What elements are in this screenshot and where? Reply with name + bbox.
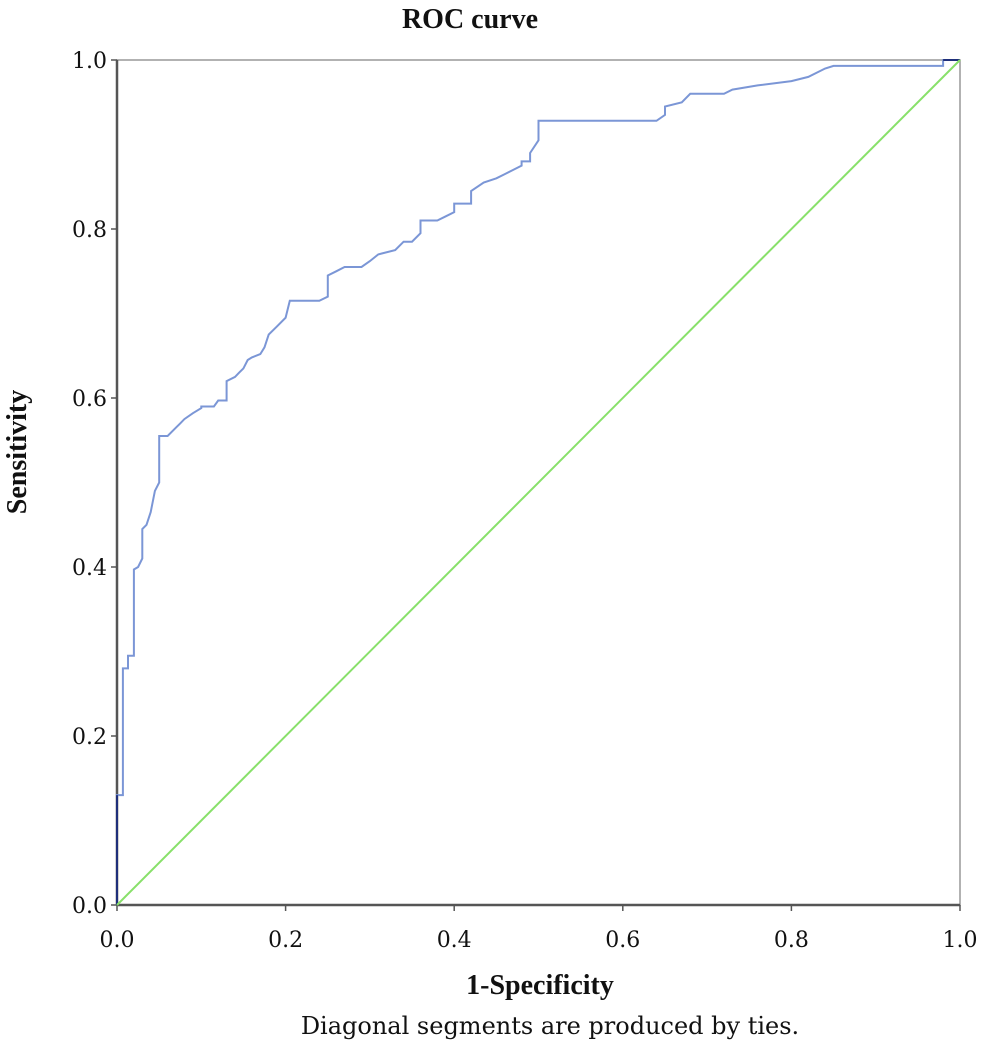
- x-axis-ticks: 0.0 0.2 0.4 0.6 0.8 1.0: [100, 905, 978, 953]
- y-axis-ticks: 0.0 0.2 0.4 0.6 0.8 1.0: [72, 49, 117, 919]
- y-axis-title: Sensitivity: [2, 390, 33, 514]
- y-tick-label: 1.0: [72, 49, 107, 74]
- reference-diagonal-line: [116, 59, 961, 906]
- x-tick-label: 0.4: [437, 928, 472, 953]
- x-tick-label: 1.0: [943, 928, 978, 953]
- x-tick-label: 0.6: [605, 928, 640, 953]
- y-tick-label: 0.8: [72, 218, 107, 243]
- series-layer: [116, 59, 961, 906]
- chart-footnote: Diagonal segments are produced by ties.: [301, 1012, 799, 1040]
- x-tick-label: 0.8: [774, 928, 809, 953]
- y-tick-label: 0.4: [72, 556, 107, 581]
- x-tick-label: 0.0: [100, 928, 135, 953]
- plot-frame: [115, 59, 961, 907]
- x-tick-label: 0.2: [268, 928, 303, 953]
- y-tick-label: 0.0: [72, 894, 107, 919]
- y-tick-label: 0.6: [72, 387, 107, 412]
- x-axis-title: 1-Specificity: [466, 970, 614, 1001]
- chart-title: ROC curve: [402, 4, 538, 35]
- y-tick-label: 0.2: [72, 725, 107, 750]
- roc-curve-line: [116, 59, 960, 905]
